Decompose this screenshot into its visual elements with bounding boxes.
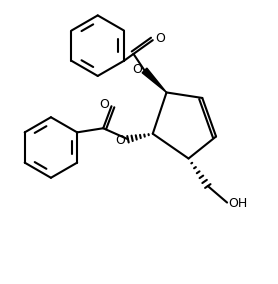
Polygon shape xyxy=(142,68,167,93)
Text: O: O xyxy=(115,134,125,147)
Text: OH: OH xyxy=(228,197,247,210)
Text: O: O xyxy=(132,62,142,76)
Text: O: O xyxy=(155,32,165,45)
Text: O: O xyxy=(99,98,109,111)
